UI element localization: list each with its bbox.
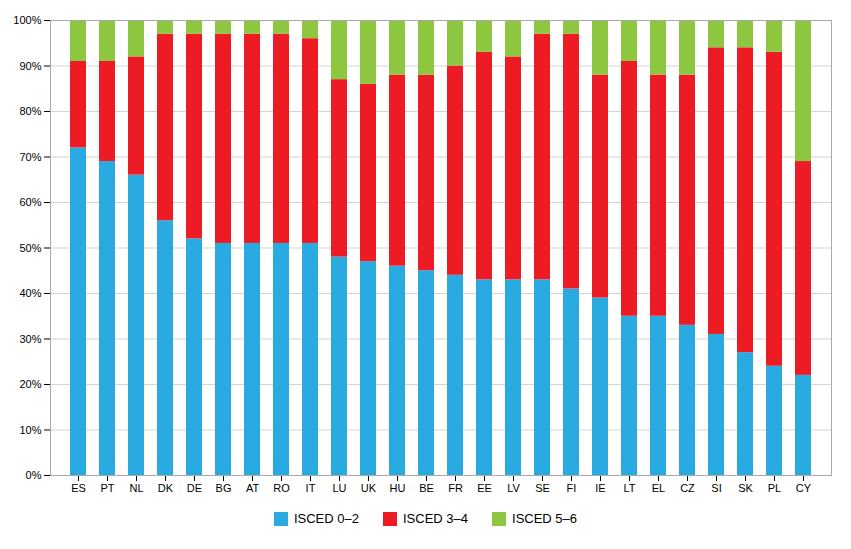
svg-text:LU: LU [332, 482, 346, 494]
svg-text:LT: LT [623, 482, 635, 494]
svg-text:50%: 50% [19, 242, 41, 254]
svg-text:EE: EE [477, 482, 492, 494]
svg-text:0%: 0% [26, 469, 42, 481]
svg-text:20%: 20% [19, 378, 41, 390]
svg-text:FI: FI [567, 482, 577, 494]
svg-text:CZ: CZ [680, 482, 695, 494]
svg-text:80%: 80% [19, 105, 41, 117]
svg-text:DK: DK [158, 482, 174, 494]
svg-text:10%: 10% [19, 424, 41, 436]
svg-text:30%: 30% [19, 333, 41, 345]
svg-text:AT: AT [246, 482, 260, 494]
svg-text:40%: 40% [19, 287, 41, 299]
svg-text:ES: ES [71, 482, 86, 494]
svg-text:90%: 90% [19, 60, 41, 72]
svg-text:BE: BE [419, 482, 434, 494]
svg-text:SK: SK [738, 482, 753, 494]
svg-text:FR: FR [448, 482, 463, 494]
svg-text:BG: BG [216, 482, 232, 494]
svg-text:100%: 100% [13, 14, 41, 26]
svg-text:CY: CY [796, 482, 812, 494]
html-text:ISCED 5–6: ISCED 5–6 [512, 511, 578, 526]
svg-text:RO: RO [273, 482, 290, 494]
svg-text:PT: PT [100, 482, 114, 494]
svg-text:SE: SE [535, 482, 550, 494]
svg-text:HU: HU [390, 482, 406, 494]
svg-text:IE: IE [595, 482, 605, 494]
svg-text:DE: DE [187, 482, 202, 494]
svg-text:NL: NL [129, 482, 143, 494]
svg-text:60%: 60% [19, 196, 41, 208]
svg-text:IT: IT [306, 482, 316, 494]
html-text:ISCED 3–4: ISCED 3–4 [403, 511, 468, 526]
html-text:ISCED 0–2: ISCED 0–2 [293, 511, 359, 526]
svg-text:70%: 70% [19, 151, 41, 163]
svg-text:PL: PL [768, 482, 781, 494]
svg-text:EL: EL [652, 482, 665, 494]
svg-text:LV: LV [507, 482, 520, 494]
svg-text:UK: UK [361, 482, 377, 494]
svg-text:SI: SI [711, 482, 721, 494]
